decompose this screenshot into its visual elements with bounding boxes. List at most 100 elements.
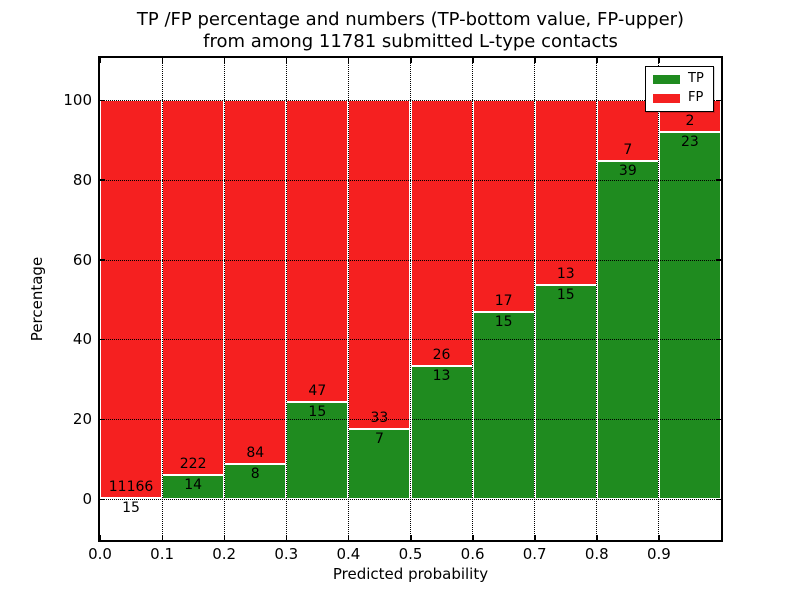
legend-swatch-tp-icon [653, 74, 680, 84]
chart-title: TP /FP percentage and numbers (TP-bottom… [98, 9, 723, 53]
x-tick-mark [99, 535, 102, 540]
bar-segment-tp [472, 311, 535, 499]
bar-count-label-fp: 222 [179, 456, 207, 473]
x-tick-mark [161, 535, 164, 540]
bar-segment-tp [348, 429, 411, 499]
legend-label-fp: FP [688, 90, 704, 105]
bar-count-label-tp: 8 [250, 466, 260, 483]
bar-segment-fp [224, 100, 287, 465]
y-tick-mark [716, 498, 721, 501]
gridline-horizontal [100, 499, 721, 500]
legend-item-tp: TP [653, 72, 704, 86]
x-tick-mark [472, 58, 474, 63]
gridline-vertical [596, 58, 598, 540]
y-tick-mark [716, 338, 721, 341]
bar-count-label-tp: 39 [618, 162, 637, 179]
gridline-vertical [285, 58, 287, 540]
bar-segment-fp [100, 100, 163, 499]
x-tick-mark [410, 535, 412, 540]
bar-segment-fp [348, 100, 411, 430]
x-tick-mark [410, 58, 412, 63]
legend-swatch-fp-icon [653, 93, 680, 103]
gridline-vertical [347, 58, 349, 540]
x-tick-label: 0.6 [460, 545, 485, 563]
bar-count-label-fp: 17 [494, 292, 513, 309]
chart-title-line2: from among 11781 submitted L-type contac… [203, 31, 618, 52]
x-tick-label: 0.8 [584, 545, 609, 563]
x-tick-mark [223, 535, 226, 540]
bar-segment-tp [658, 131, 721, 499]
bar-count-label-fp: 26 [432, 347, 451, 363]
x-tick-mark [347, 535, 350, 540]
x-tick-mark [596, 535, 598, 540]
y-tick-mark [716, 179, 721, 181]
bar-count-label-tp: 13 [432, 368, 451, 384]
bar-segment-fp [472, 100, 535, 312]
x-tick-mark [161, 58, 164, 63]
x-axis-label: Predicted probability [332, 565, 489, 583]
gridline-horizontal [100, 100, 721, 101]
x-tick-mark [99, 58, 102, 63]
gridline-vertical [161, 58, 163, 540]
x-tick-mark [223, 58, 226, 63]
bar-count-label-tp: 23 [681, 133, 699, 150]
gridline-vertical [410, 58, 411, 540]
gridline-horizontal [100, 179, 721, 181]
y-axis-label: Percentage [28, 256, 46, 342]
bar-segment-tp [410, 366, 473, 499]
x-tick-label: 0.0 [88, 545, 112, 563]
bar-segment-tp [596, 160, 659, 499]
x-tick-mark [285, 535, 288, 540]
x-tick-label: 0.5 [398, 545, 423, 563]
bar-count-label-tp: 14 [184, 477, 203, 494]
bar-count-label-fp: 7 [623, 141, 633, 158]
gridline-horizontal [100, 419, 721, 421]
bar-segment-tp [224, 464, 287, 499]
chart-title-line1: TP /FP percentage and numbers (TP-bottom… [136, 9, 685, 30]
bar-segment-fp [162, 100, 225, 476]
x-tick-mark [534, 58, 536, 63]
gridline-vertical [223, 58, 225, 540]
x-tick-mark [720, 58, 723, 63]
y-tick-mark [100, 99, 105, 102]
y-tick-mark [716, 259, 721, 261]
legend: TP FP [645, 66, 714, 112]
gridline-vertical [658, 58, 660, 540]
bar-count-label-tp: 15 [308, 404, 327, 421]
gridline-horizontal [100, 259, 721, 261]
x-tick-mark [720, 535, 723, 540]
y-tick-label: 40 [72, 330, 92, 349]
plot-area: TP FP 11166 15 222 14 84 8 47 15 33 7 26 13 17 15 13 15… [98, 56, 723, 542]
y-tick-mark [100, 418, 105, 421]
x-tick-label: 0.3 [274, 545, 299, 563]
x-tick-mark [472, 535, 474, 540]
y-tick-mark [100, 498, 105, 501]
y-tick-label: 20 [72, 410, 92, 429]
y-tick-mark [716, 418, 721, 421]
legend-label-tp: TP [688, 71, 704, 86]
bar-count-label-tp: 15 [494, 313, 513, 330]
x-tick-label: 0.7 [522, 545, 547, 563]
x-tick-mark [596, 58, 598, 63]
bar-count-label-tp: 15 [122, 500, 140, 517]
bar-segment-tp [162, 475, 225, 499]
x-tick-mark [658, 58, 660, 63]
x-tick-mark [658, 535, 660, 540]
bar-count-label-fp: 2 [685, 112, 695, 129]
y-tick-mark [100, 338, 105, 341]
x-tick-label: 0.9 [646, 545, 671, 563]
x-tick-mark [347, 58, 350, 63]
x-tick-label: 0.4 [336, 545, 361, 563]
bar-segment-fp [286, 100, 349, 403]
bar-segment-tp [286, 402, 349, 499]
x-tick-label: 0.2 [212, 545, 237, 563]
bar-count-label-fp: 13 [556, 266, 575, 283]
bar-count-label-fp: 84 [246, 445, 265, 462]
x-tick-mark [534, 535, 536, 540]
y-tick-mark [716, 99, 721, 102]
legend-item-fp: FP [653, 91, 704, 105]
bar-count-label-fp: 33 [370, 410, 389, 427]
gridline-vertical [534, 58, 536, 540]
bar-count-label-tp: 15 [556, 287, 575, 304]
